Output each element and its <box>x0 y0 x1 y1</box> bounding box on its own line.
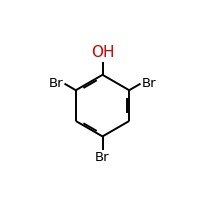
Text: OH: OH <box>91 45 114 60</box>
Text: Br: Br <box>49 77 63 90</box>
Text: Br: Br <box>142 77 156 90</box>
Text: Br: Br <box>95 151 110 164</box>
